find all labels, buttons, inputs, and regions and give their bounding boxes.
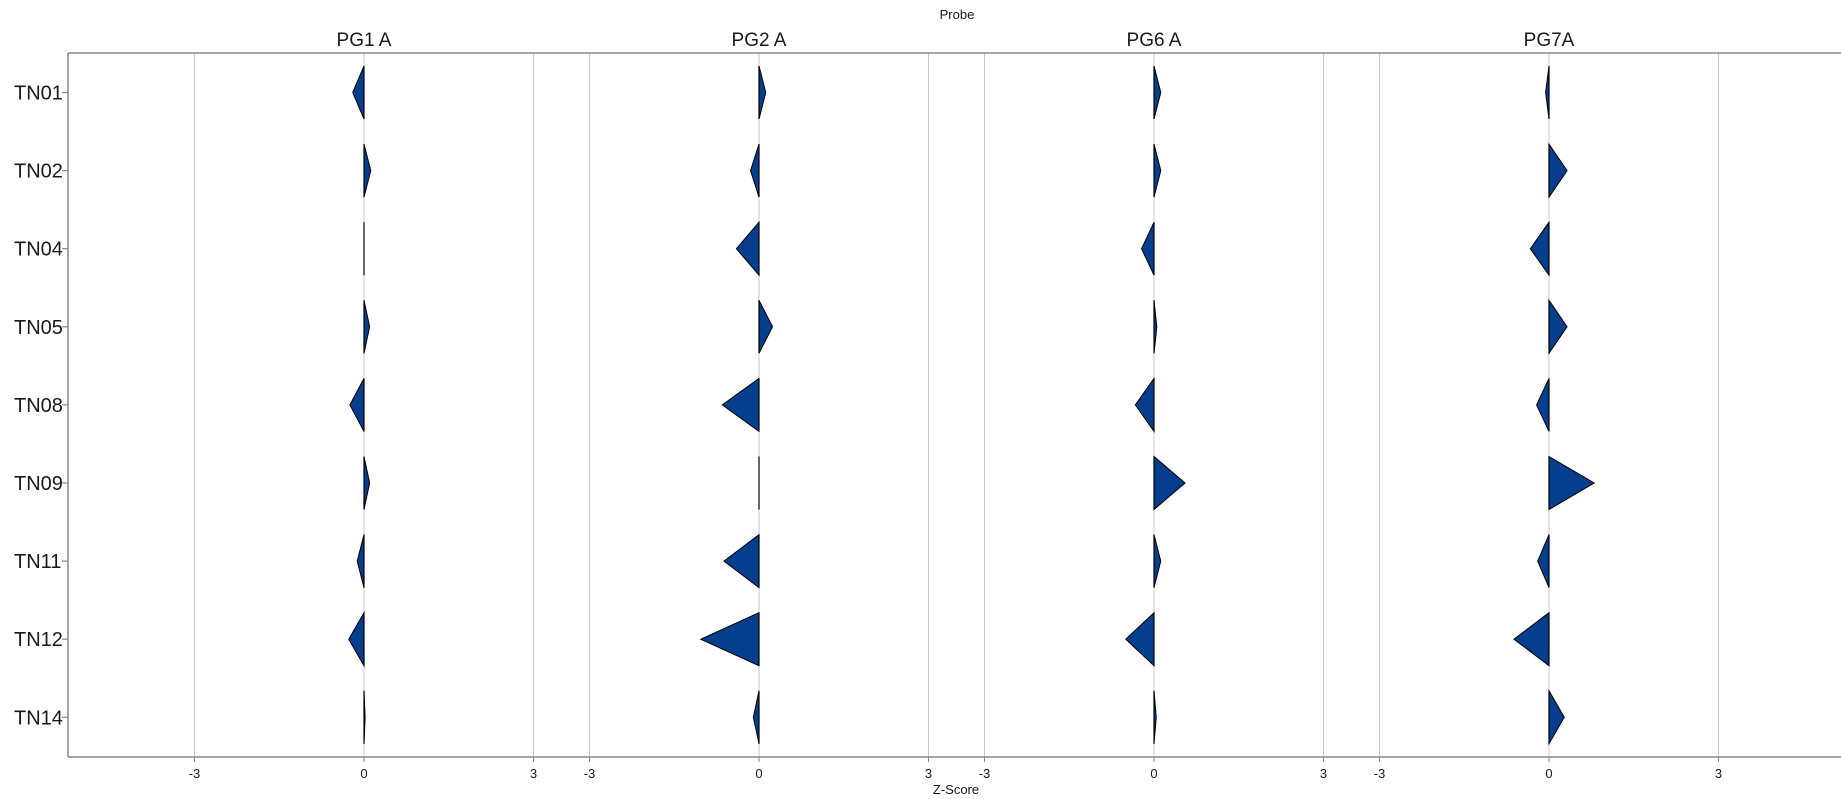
row-label: TN09 [14, 473, 63, 495]
x-tick-label: 3 [925, 766, 932, 781]
x-tick-label: -3 [189, 766, 201, 781]
row-label: TN04 [14, 239, 63, 261]
zscore-spike [758, 65, 767, 120]
zscore-spike [1153, 143, 1162, 198]
zscore-spike [1153, 455, 1186, 511]
panel-title: PG7A [1524, 30, 1575, 51]
zscore-spike [363, 143, 372, 198]
zscore-spike [363, 300, 371, 354]
row-label: TN14 [14, 707, 63, 729]
x-tick-label: -3 [1374, 766, 1386, 781]
row-label: TN11 [14, 551, 61, 573]
x-tick-label: 0 [360, 766, 367, 781]
zscore-spike [1134, 376, 1155, 433]
x-tick-label: 0 [1150, 766, 1157, 781]
zscore-spike [1548, 455, 1596, 511]
panel-title: PG1 A [337, 30, 392, 51]
zscore-spike [352, 65, 365, 120]
panel-title: PG6 A [1127, 30, 1182, 51]
zscore-spike [1153, 534, 1162, 588]
zscore-spike [752, 690, 760, 744]
axis-labels: PG1 A PG2 A PG6 A PG7A TN01 TN02 TN04 TN05 TN08 T… [14, 30, 1722, 781]
grid-lines [194, 53, 1719, 757]
zscore-spike [1141, 221, 1155, 276]
x-axis-title: Z-Score [933, 782, 979, 797]
zscore-spike [363, 456, 371, 510]
row-label: TN08 [14, 395, 63, 417]
series-pg7a [1513, 65, 1596, 746]
x-tick-label: -3 [979, 766, 991, 781]
zscore-spike [699, 611, 760, 667]
chart-title: Probe [940, 7, 975, 22]
zscore-spike [1548, 142, 1568, 199]
zscore-spike [1548, 298, 1568, 355]
zscore-spike [1536, 378, 1550, 432]
x-tick-label: 0 [755, 766, 762, 781]
zscore-spike [1537, 534, 1550, 588]
zscore-spike [723, 533, 760, 589]
x-tick-label: 3 [1715, 766, 1722, 781]
row-label: TN01 [14, 83, 63, 105]
x-tick-label: 3 [530, 766, 537, 781]
zscore-spike [735, 220, 760, 277]
zscore-spike [1153, 65, 1162, 120]
x-tick-label: 3 [1320, 766, 1327, 781]
x-tick-label: 0 [1545, 766, 1552, 781]
zscore-spike [758, 300, 774, 354]
series-pg6-a [1125, 65, 1186, 744]
zscore-spike [1513, 611, 1550, 667]
series-pg2-a [699, 65, 774, 744]
zscore-spike [348, 610, 365, 668]
x-tick-label: -3 [584, 766, 596, 781]
row-label: TN02 [14, 161, 63, 183]
series-pg1-a [348, 65, 372, 744]
zscore-spike [349, 378, 365, 432]
plot-frame [67, 52, 1841, 758]
zscore-spike [356, 534, 365, 588]
zscore-spike [1548, 688, 1565, 746]
zscore-spike [750, 143, 760, 198]
row-label: TN12 [14, 629, 63, 651]
zscore-spike [721, 377, 760, 433]
row-label: TN05 [14, 317, 63, 339]
chart-marks [348, 65, 1596, 746]
zscore-spike [1529, 220, 1550, 277]
zscore-spike [1125, 611, 1155, 667]
panel-title: PG2 A [732, 30, 787, 51]
